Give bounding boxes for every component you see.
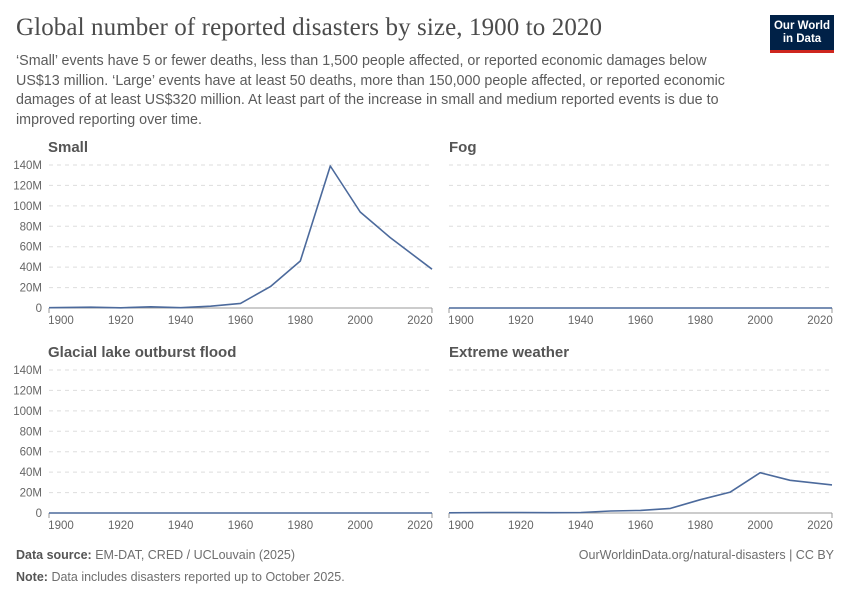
x-tick-label: 1900 bbox=[48, 520, 74, 532]
x-tick-label: 1920 bbox=[108, 520, 134, 532]
x-tick-label: 2000 bbox=[347, 520, 373, 532]
y-tick-label: 140M bbox=[13, 160, 42, 172]
y-tick-label: 20M bbox=[20, 283, 42, 295]
panel-title: Fog bbox=[449, 139, 477, 156]
series-line bbox=[448, 471, 833, 514]
y-tick-label: 40M bbox=[20, 262, 42, 274]
x-tick-label: 2000 bbox=[347, 315, 373, 327]
chart-title: Global number of reported disasters by s… bbox=[16, 14, 603, 41]
data-source-label: Data source: bbox=[16, 548, 92, 562]
x-tick-label: 1940 bbox=[168, 315, 194, 327]
x-tick-label: 1960 bbox=[228, 520, 254, 532]
y-tick-label: 100M bbox=[13, 406, 42, 418]
y-tick-label: 80M bbox=[20, 221, 42, 233]
x-tick-label: 1980 bbox=[288, 315, 314, 327]
source-url[interactable]: OurWorldinData.org/natural-disasters | C… bbox=[578, 548, 834, 562]
owid-logo[interactable]: Our World in Data bbox=[770, 15, 834, 53]
y-tick-label: 20M bbox=[20, 488, 42, 500]
x-tick-label: 1920 bbox=[108, 315, 134, 327]
x-tick-label: 1960 bbox=[628, 520, 654, 532]
data-source: Data source: EM-DAT, CRED / UCLouvain (2… bbox=[16, 548, 295, 562]
x-tick-label: 1940 bbox=[568, 520, 594, 532]
data-source-text[interactable]: EM-DAT, CRED / UCLouvain (2025) bbox=[95, 548, 296, 562]
x-tick-label: 1980 bbox=[688, 315, 714, 327]
panel-title: Small bbox=[48, 139, 88, 156]
y-tick-label: 100M bbox=[13, 201, 42, 213]
x-tick-label: 1980 bbox=[288, 520, 314, 532]
x-tick-label: 1900 bbox=[448, 315, 474, 327]
x-tick-label: 1960 bbox=[628, 315, 654, 327]
y-tick-label: 0 bbox=[36, 508, 42, 520]
y-tick-label: 140M bbox=[13, 365, 42, 377]
panel-title: Glacial lake outburst flood bbox=[48, 344, 236, 361]
x-tick-label: 1960 bbox=[228, 315, 254, 327]
chart-subtitle: ‘Small’ events have 5 or fewer deaths, l… bbox=[16, 53, 725, 128]
x-tick-label: 1900 bbox=[448, 520, 474, 532]
x-tick-label: 1920 bbox=[508, 520, 534, 532]
panel-title: Extreme weather bbox=[449, 344, 569, 361]
x-tick-label: 2020 bbox=[407, 520, 433, 532]
x-tick-label: 1940 bbox=[168, 520, 194, 532]
note: Note: Data includes disasters reported u… bbox=[16, 570, 345, 584]
y-tick-label: 60M bbox=[20, 242, 42, 254]
x-tick-label: 2000 bbox=[747, 520, 773, 532]
y-tick-label: 120M bbox=[13, 180, 42, 192]
note-text: Data includes disasters reported up to O… bbox=[51, 570, 345, 584]
logo-text: Our World in Data bbox=[773, 20, 830, 45]
x-tick-label: 1980 bbox=[688, 520, 714, 532]
y-tick-label: 120M bbox=[13, 385, 42, 397]
y-tick-label: 0 bbox=[36, 303, 42, 315]
x-tick-label: 1900 bbox=[48, 315, 74, 327]
series-line bbox=[48, 165, 433, 309]
y-tick-label: 80M bbox=[20, 426, 42, 438]
y-tick-label: 40M bbox=[20, 467, 42, 479]
x-tick-label: 2020 bbox=[407, 315, 433, 327]
x-tick-label: 2000 bbox=[747, 315, 773, 327]
y-tick-label: 60M bbox=[20, 447, 42, 459]
x-tick-label: 1920 bbox=[508, 315, 534, 327]
x-tick-label: 1940 bbox=[568, 315, 594, 327]
note-label: Note: bbox=[16, 570, 48, 584]
x-tick-label: 2020 bbox=[807, 520, 833, 532]
x-tick-label: 2020 bbox=[807, 315, 833, 327]
